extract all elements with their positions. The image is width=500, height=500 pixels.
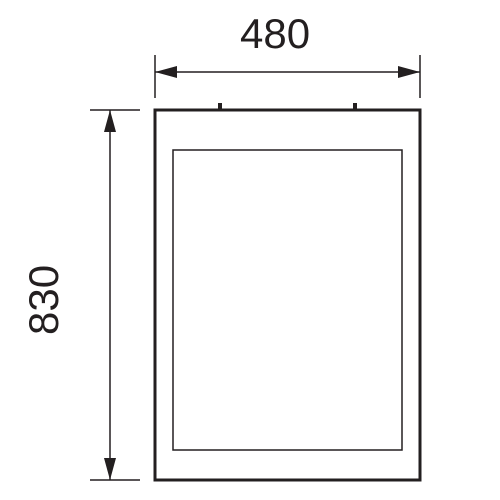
dimension-drawing: 480 830	[0, 0, 500, 500]
arrowhead	[398, 66, 420, 78]
inner-rect	[173, 150, 402, 450]
arrowhead	[104, 458, 116, 480]
arrowhead	[155, 66, 177, 78]
arrowhead	[104, 110, 116, 132]
tab-0	[218, 103, 222, 110]
width-value: 480	[240, 10, 310, 57]
tab-1	[353, 103, 357, 110]
outer-rect	[155, 110, 420, 480]
height-value: 830	[20, 265, 67, 335]
